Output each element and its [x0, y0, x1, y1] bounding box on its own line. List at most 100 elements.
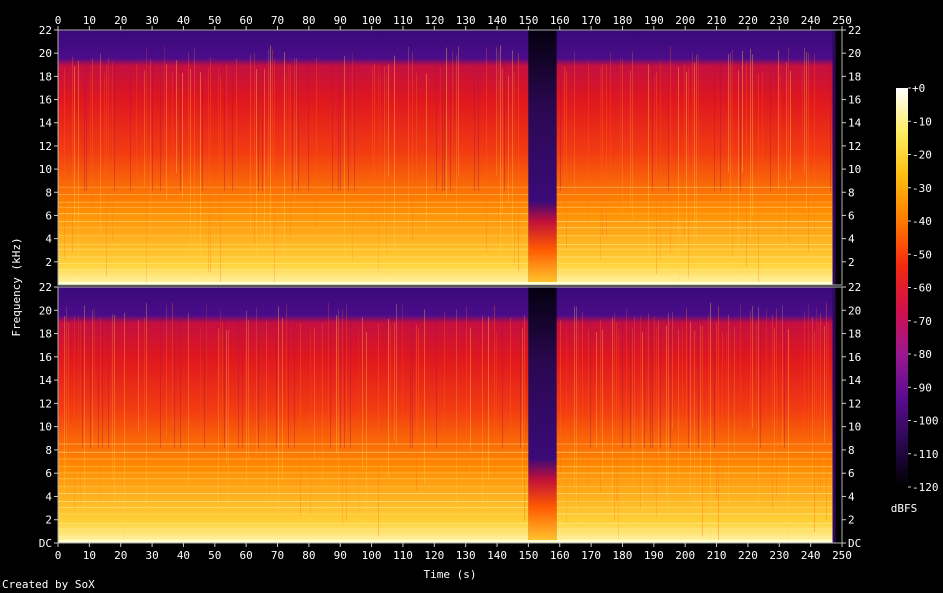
- colorbar-tick-label: +0: [912, 82, 925, 95]
- y-tick-label: 10: [39, 163, 52, 176]
- x-tick-label: 100: [362, 549, 382, 562]
- y-tick-label: 10: [39, 421, 52, 434]
- x-tick-label: 20: [114, 14, 127, 27]
- y-tick-label: 22: [39, 281, 52, 294]
- y-tick-label: 6: [848, 209, 855, 222]
- plot-area: [58, 30, 842, 543]
- y-tick-label: 12: [848, 140, 861, 153]
- credit-text: Created by SoX: [2, 578, 95, 591]
- y-tick-label: 12: [39, 397, 52, 410]
- spectrum-region-gap: [528, 30, 557, 285]
- y-tick-label: 14: [39, 374, 53, 387]
- spectrum-texture: [58, 302, 833, 541]
- y-tick-label: 4: [848, 490, 855, 503]
- y-tick-label: 22: [39, 24, 52, 37]
- y-tick-label: 4: [848, 233, 855, 246]
- y-tick-label: 18: [848, 70, 861, 83]
- colorbar-tick-label: -20: [912, 149, 932, 162]
- x-tick-label: 130: [456, 549, 476, 562]
- x-tick-label: 150: [518, 549, 538, 562]
- colorbar-tick-label: -10: [912, 115, 932, 128]
- x-tick-label: 190: [644, 549, 664, 562]
- y-tick-label: 14: [848, 117, 862, 130]
- x-tick-label: 90: [334, 14, 347, 27]
- y-tick-label: 22: [848, 24, 861, 37]
- y-tick-label: 14: [39, 117, 53, 130]
- x-tick-label: 160: [550, 14, 570, 27]
- x-tick-label: 30: [145, 549, 158, 562]
- x-tick-label: 180: [613, 549, 633, 562]
- x-tick-label: 140: [487, 14, 507, 27]
- y-tick-label: 8: [848, 186, 855, 199]
- y-tick-label: 6: [848, 467, 855, 480]
- y-tick-label: 20: [848, 304, 861, 317]
- y-tick-label: 2: [848, 514, 855, 527]
- colorbar-tick-label: -110: [912, 448, 939, 461]
- x-tick-label: 140: [487, 549, 507, 562]
- x-tick-label: 210: [707, 549, 727, 562]
- y-tick-label: 10: [848, 163, 861, 176]
- x-tick-label: 200: [675, 549, 695, 562]
- x-axis-label: Time (s): [424, 568, 477, 581]
- colorbar-tick-label: -120: [912, 481, 939, 494]
- panel-frame: [57, 286, 843, 544]
- y-tick-label: 8: [45, 186, 52, 199]
- y-tick-label: 20: [848, 47, 861, 60]
- x-tick-label: 130: [456, 14, 476, 27]
- x-tick-label: 120: [424, 14, 444, 27]
- colorbar-tick-label: -70: [912, 315, 932, 328]
- y-tick-label: 6: [45, 209, 52, 222]
- y-tick-label: 20: [39, 47, 52, 60]
- spectrum-region-before-gap: [58, 287, 529, 543]
- x-tick-label: 250: [832, 14, 852, 27]
- y-tick-label: 2: [45, 256, 52, 269]
- x-tick-label: 30: [145, 14, 158, 27]
- dc-band: [58, 540, 833, 543]
- x-tick-label: 50: [208, 549, 221, 562]
- y-tick-label: 8: [848, 444, 855, 457]
- x-tick-label: 40: [177, 549, 190, 562]
- y-tick-label: 16: [39, 94, 52, 107]
- y-tick-label: 4: [45, 233, 52, 246]
- spectrum-region-after-gap: [556, 30, 833, 285]
- colorbar-label: dBFS: [891, 502, 918, 515]
- x-tick-label: 10: [83, 549, 96, 562]
- x-tick-label: 70: [271, 549, 284, 562]
- x-tick-label: 240: [801, 14, 821, 27]
- x-tick-label: 170: [581, 549, 601, 562]
- x-tick-label: 50: [208, 14, 221, 27]
- x-tick-label: 80: [302, 14, 315, 27]
- y-tick-label: 16: [848, 94, 861, 107]
- x-tick-label: 110: [393, 14, 413, 27]
- x-tick-label: 160: [550, 549, 570, 562]
- x-tick-label: 0: [55, 14, 62, 27]
- colorbar-scale: [896, 88, 908, 487]
- y-tick-label: 2: [45, 514, 52, 527]
- x-tick-label: 250: [832, 549, 852, 562]
- y-tick-label: 22: [848, 281, 861, 294]
- x-tick-label: 210: [707, 14, 727, 27]
- x-tick-label: 10: [83, 14, 96, 27]
- y-tick-label: 18: [39, 70, 52, 83]
- y-tick-label: 12: [39, 140, 52, 153]
- x-tick-label: 0: [55, 549, 62, 562]
- x-tick-label: 220: [738, 549, 758, 562]
- x-tick-label: 240: [801, 549, 821, 562]
- x-tick-label: 170: [581, 14, 601, 27]
- y-tick-label: DC: [848, 537, 861, 550]
- x-tick-label: 230: [769, 549, 789, 562]
- y-tick-label: 10: [848, 421, 861, 434]
- x-tick-label: 80: [302, 549, 315, 562]
- x-tick-label: 40: [177, 14, 190, 27]
- y-axis-label: Frequency (kHz): [10, 237, 23, 336]
- x-tick-label: 110: [393, 549, 413, 562]
- x-tick-label: 70: [271, 14, 284, 27]
- x-tick-label: 200: [675, 14, 695, 27]
- x-tick-label: 20: [114, 549, 127, 562]
- colorbar-tick-label: -90: [912, 381, 932, 394]
- dc-band: [58, 282, 833, 285]
- y-tick-label: 12: [848, 397, 861, 410]
- x-tick-label: 180: [613, 14, 633, 27]
- panel-frame: [57, 29, 843, 286]
- y-tick-label: 20: [39, 304, 52, 317]
